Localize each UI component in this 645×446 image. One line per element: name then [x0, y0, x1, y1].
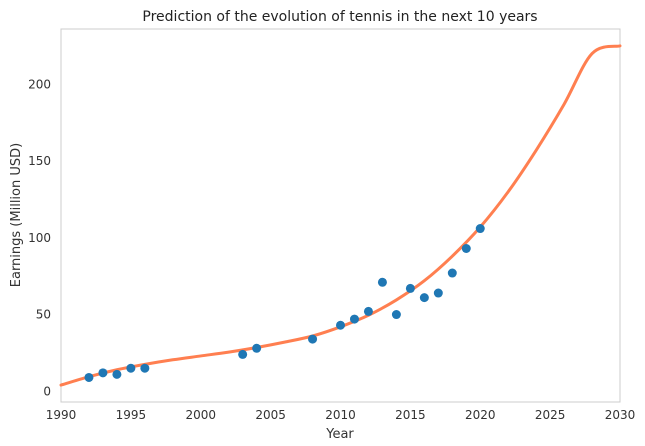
data-point: [405, 283, 415, 293]
data-point: [419, 293, 429, 303]
x-tick-label: 2020: [465, 408, 496, 422]
y-tick-label: 100: [28, 231, 51, 245]
x-tick-label: 2025: [535, 408, 566, 422]
y-tick-label: 200: [28, 77, 51, 91]
data-point: [447, 268, 457, 278]
data-point: [391, 310, 401, 320]
y-axis-label: Earnings (Million USD): [9, 143, 24, 287]
data-point: [308, 334, 318, 344]
data-point: [112, 369, 122, 379]
data-point: [84, 372, 94, 382]
x-tick-label: 2030: [605, 408, 636, 422]
data-point: [140, 363, 150, 373]
data-point: [336, 320, 345, 330]
plot-area: [60, 28, 621, 403]
data-point: [238, 349, 248, 359]
x-tick-label: 1990: [46, 408, 77, 422]
x-tick-label: 2005: [255, 408, 286, 422]
data-point: [475, 224, 485, 234]
data-point: [363, 306, 373, 316]
x-tick-label: 2010: [325, 408, 356, 422]
data-point: [98, 368, 108, 378]
y-ticks: 0 50 100 150 200: [28, 77, 51, 398]
data-points-group: [84, 224, 485, 382]
chart-title: Prediction of the evolution of tennis in…: [142, 9, 537, 25]
data-point: [433, 288, 443, 298]
data-point: [461, 244, 471, 254]
data-point: [252, 343, 262, 353]
data-point: [126, 363, 136, 373]
x-tick-label: 2015: [395, 408, 426, 422]
y-tick-label: 0: [43, 384, 51, 398]
x-tick-label: 2000: [185, 408, 216, 422]
data-point: [349, 314, 359, 324]
y-tick-label: 150: [28, 154, 51, 168]
data-point: [377, 277, 387, 287]
x-axis-label: Year: [325, 427, 354, 442]
x-ticks: 1990 1995 2000 2005 2010 2015 2020 2025 2030: [46, 408, 636, 422]
x-tick-label: 1995: [116, 408, 147, 422]
y-tick-label: 50: [36, 308, 51, 322]
